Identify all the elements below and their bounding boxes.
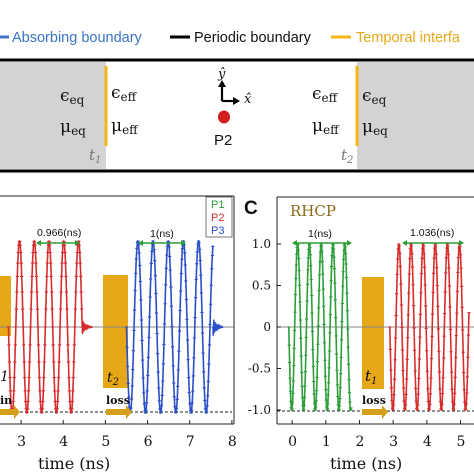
panel-c-x-tick-label: 2 <box>356 434 365 450</box>
right-eff-mu: μeff <box>312 116 340 137</box>
panel-b-signals <box>6 240 224 414</box>
periodic-legend-label: Periodic boundary <box>194 30 312 46</box>
panel-c-letter: C <box>244 198 258 219</box>
left-eff-mu: μeff <box>111 116 139 137</box>
absorbing-legend-label: Absorbing boundary <box>12 30 143 46</box>
panel-b: 1 t2 0.966(ns) 1(ns) P1 P2 P3 i <box>0 195 237 473</box>
panel-b-period-right-label: 1(ns) <box>150 228 174 240</box>
probe-p2-marker <box>218 110 230 124</box>
right-eq-epsilon: ϵeq <box>362 86 387 107</box>
right-gray-region <box>357 62 474 169</box>
panel-c-y-tick-label: -0.5 <box>248 362 271 376</box>
panel-b-legend-p2: P2 <box>211 212 224 224</box>
panel-c-x-tick-label: 1 <box>322 434 331 450</box>
left-eq-epsilon: ϵeq <box>60 86 85 107</box>
x-axis-label: x̂ <box>244 92 252 107</box>
panel-c-period-left: 1(ns) <box>292 228 352 246</box>
panel-b-series-p3 <box>124 240 215 414</box>
y-axis-label: ŷ <box>217 67 226 82</box>
panel-c-title: RHCP <box>290 202 336 220</box>
panel-b-period-right: 1(ns) <box>138 228 186 246</box>
coordinate-axes-icon: ŷ x̂ <box>217 67 252 107</box>
left-eff-epsilon: ϵeff <box>111 83 138 104</box>
panel-b-legend-p3: P3 <box>211 225 224 237</box>
panel-b-x-tick-label: 3 <box>17 434 26 450</box>
panel-b-x-tick-label: 7 <box>186 434 195 450</box>
panel-c-x-tick-label: 3 <box>389 434 398 450</box>
panel-c-loss-label: loss <box>362 394 386 407</box>
panel-c-y-tick-label: 1.0 <box>252 237 271 251</box>
right-eff-epsilon: ϵeff <box>312 84 339 105</box>
panel-c-t1-interface-block <box>362 277 384 389</box>
panel-b-x-tick-label: 5 <box>101 434 110 450</box>
panel-c-x-tick-label: 0 <box>288 434 297 450</box>
panel-b-t2-interface-block <box>103 275 128 388</box>
t1-label: t1 <box>89 146 101 166</box>
panel-c-loss-arrow: loss <box>362 394 388 419</box>
panel-b-x-tick-label: 8 <box>228 434 237 450</box>
panel-b-legend: P1 P2 P3 <box>205 196 233 238</box>
legend-row: Absorbing boundary Periodic boundary Tem… <box>0 30 461 46</box>
panel-c-series-red <box>388 242 471 412</box>
panel-b-series-p2 <box>6 240 84 414</box>
panel-c-x-tick-label: 5 <box>457 434 466 450</box>
panel-c-y-tick-label: 0 <box>263 320 271 334</box>
panel-b-gain-label: in <box>0 394 12 407</box>
panel-b-x-tick-label: 6 <box>144 434 153 450</box>
panel-c-y-tick-label: -1.0 <box>248 403 271 417</box>
panel-c-period-right: 1.036(ns) <box>402 227 464 246</box>
panel-c-series-green <box>287 242 353 412</box>
panel-c-x-ticks: 0 1 2 3 4 5 <box>288 420 465 450</box>
panel-c-y-tick-label: 0.5 <box>252 279 271 293</box>
panel-b-period-left-label: 0.966(ns) <box>37 227 81 239</box>
schematic-panel: ϵeq ϵeff μeq μeff ϵeff ϵeq μeff μeq t1 t… <box>0 58 474 173</box>
panel-c: C RHCP t1 1(ns) 1.036(ns) loss 1.0 0.5 0 -0… <box>244 196 474 473</box>
panel-b-p3-ringing <box>212 319 224 336</box>
panel-b-x-tick-label: 4 <box>59 434 68 450</box>
temporal-legend-label: Temporal interfa <box>356 30 461 46</box>
panel-c-signals <box>287 242 471 412</box>
panel-b-t2-label: t2 <box>107 370 119 388</box>
panel-b-period-left: 0.966(ns) <box>36 227 81 246</box>
left-eq-mu: μeq <box>60 117 86 138</box>
panel-b-loss-label: loss <box>106 394 130 407</box>
panel-b-xlabel: time (ns) <box>38 454 110 473</box>
panel-c-period-right-label: 1.036(ns) <box>410 227 454 239</box>
probe-p2-label: P2 <box>214 132 232 149</box>
panel-c-xlabel: time (ns) <box>330 454 402 473</box>
panel-b-legend-p1: P1 <box>211 199 224 211</box>
panel-b-x-ticks: 3 4 5 6 7 8 <box>17 420 237 450</box>
panel-b-loss-arrow: loss <box>106 394 132 419</box>
panel-b-gain-arrow: in <box>0 394 20 419</box>
panel-c-t1-label: t1 <box>365 367 377 387</box>
right-eq-mu: μeq <box>362 117 388 138</box>
t2-label: t2 <box>341 146 353 166</box>
left-gray-region <box>0 62 106 169</box>
panel-b-t1-label: 1 <box>0 369 9 385</box>
panel-c-x-tick-label: 4 <box>423 434 432 450</box>
panel-b-left-interface-block <box>0 276 11 336</box>
panel-b-p2-ringing <box>81 321 93 335</box>
panel-c-period-left-label: 1(ns) <box>308 228 332 240</box>
panel-c-y-ticks: 1.0 0.5 0 -0.5 -1.0 <box>248 237 281 417</box>
